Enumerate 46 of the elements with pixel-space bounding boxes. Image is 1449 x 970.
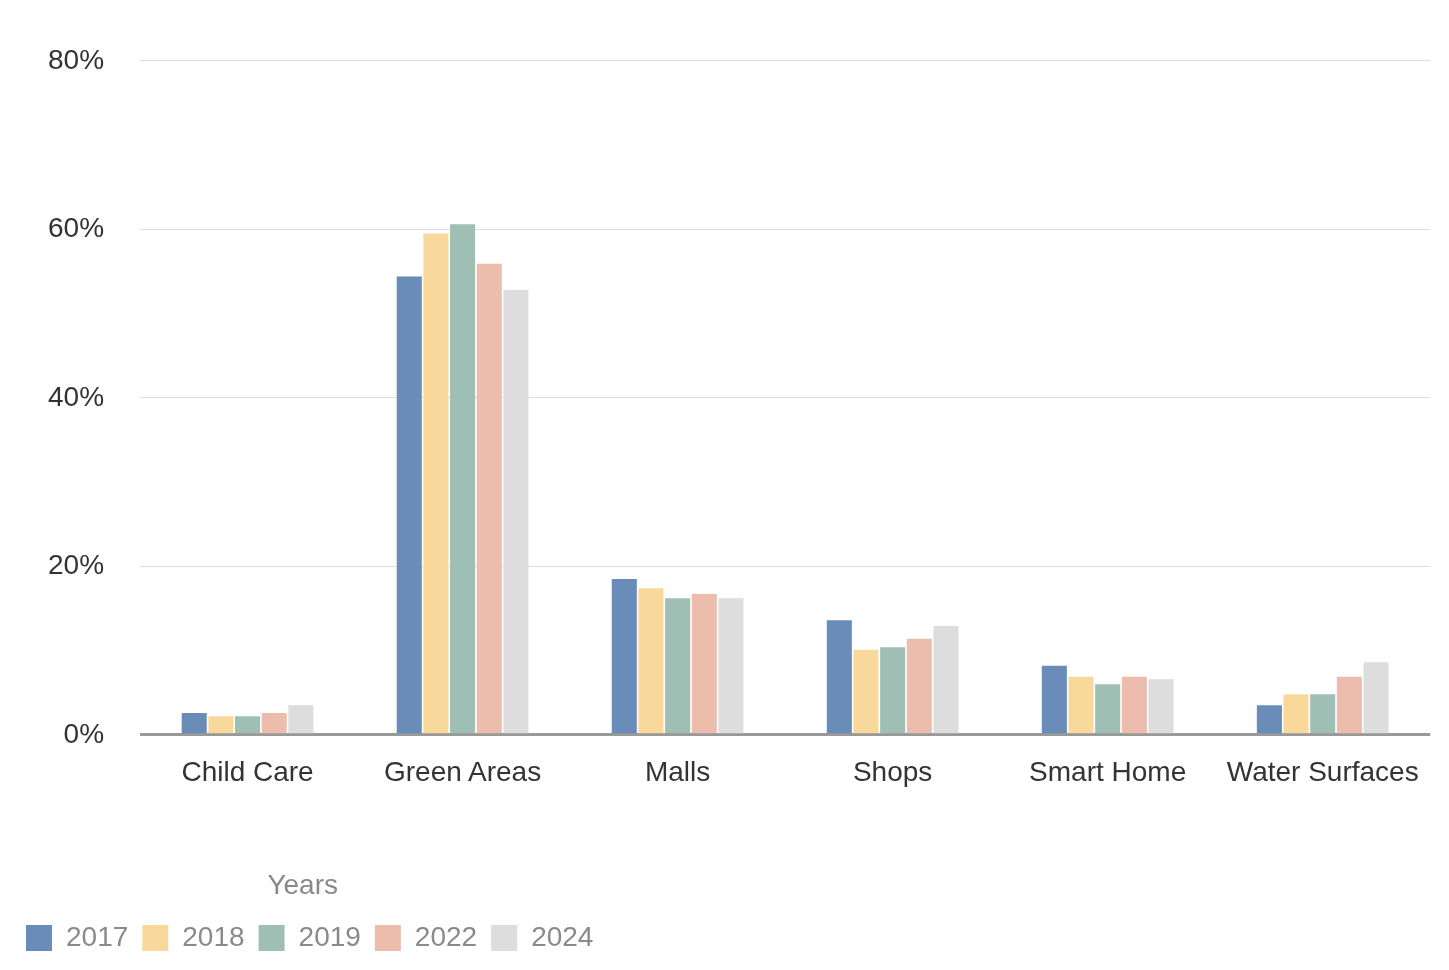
x-tick-label: Water Surfaces (1226, 756, 1419, 788)
bar (261, 712, 287, 734)
bar (208, 716, 234, 734)
bar (1095, 684, 1121, 734)
y-tick-label: 0% (63, 717, 105, 749)
bar (476, 263, 502, 734)
x-tick-label: Smart Home (1029, 756, 1187, 788)
bar (396, 276, 422, 734)
legend-label: 2019 (298, 920, 361, 952)
bar (1121, 676, 1147, 734)
legend-label: 2024 (531, 920, 594, 952)
x-tick-label: Child Care (181, 756, 314, 788)
legend-label: 2018 (182, 920, 245, 952)
bar (423, 233, 449, 734)
bar (1283, 694, 1309, 734)
bar (1148, 679, 1174, 734)
bar (826, 620, 852, 734)
bar (853, 649, 879, 734)
bar (1068, 676, 1094, 734)
bar (1310, 694, 1336, 734)
x-tick-label: Green Areas (383, 756, 542, 788)
bar (1256, 705, 1282, 734)
bar (718, 598, 744, 734)
bar (665, 598, 691, 734)
bar (288, 705, 314, 734)
bar (181, 712, 207, 734)
legend-label: 2017 (66, 920, 129, 952)
y-tick-label: 80% (47, 43, 105, 75)
bar (1363, 662, 1389, 734)
x-tick-label: Shops (852, 756, 933, 788)
y-tick-label: 20% (47, 549, 105, 581)
bar (611, 578, 637, 734)
x-tick-label: Malls (644, 756, 711, 788)
bar (450, 224, 476, 734)
y-tick-label: 40% (47, 380, 105, 412)
bar (691, 594, 717, 734)
bar (933, 626, 959, 734)
bar (1336, 676, 1362, 734)
bar (235, 716, 261, 734)
legend-label: 2022 (414, 920, 478, 952)
bar (906, 638, 932, 734)
bar (1041, 665, 1067, 734)
y-tick-label: 60% (47, 212, 105, 244)
bar (880, 647, 906, 734)
legend-title: Years (267, 869, 339, 901)
bar (638, 588, 664, 734)
